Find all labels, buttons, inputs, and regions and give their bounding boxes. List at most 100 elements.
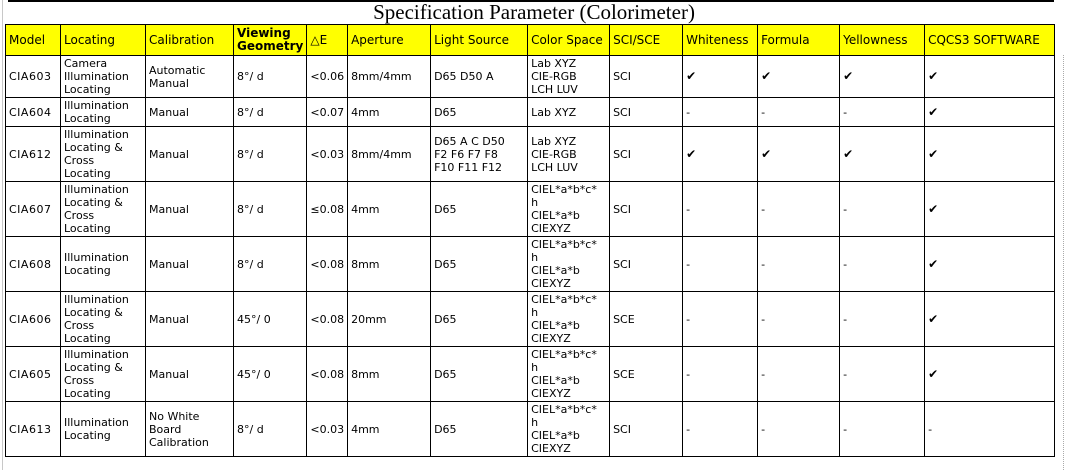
- cell-color_space: CIEL*a*b*c* h CIEL*a*b CIEXYZ: [527, 181, 611, 237]
- cell-light: D65: [430, 401, 529, 457]
- cell-yellowness: -: [839, 236, 926, 292]
- cell-whiteness: -: [682, 97, 759, 127]
- cell-delta_e: <0.03: [306, 126, 349, 182]
- table-row-cia604: CIA604 Illumination Locating Manual 8°/ d <0…: [5, 97, 1056, 127]
- cell-light: D65: [430, 181, 529, 237]
- cell-light: D65: [430, 291, 529, 347]
- cell-formula: -: [757, 401, 841, 457]
- checkmark-icon: ✔: [682, 55, 759, 98]
- cell-light: D65: [430, 236, 529, 292]
- cell-viewing: 45°/ 0: [232, 291, 308, 347]
- cell-locating: Illumination Locating: [60, 236, 146, 292]
- cell-locating: Illumination Locating & Cross Locating: [60, 346, 146, 402]
- cell-whiteness: -: [682, 401, 759, 457]
- cell-viewing: 8°/ d: [232, 236, 308, 292]
- cell-delta_e: <0.08: [306, 346, 349, 402]
- cell-yellowness: -: [839, 291, 926, 347]
- cell-locating: Illumination Locating: [60, 401, 146, 457]
- col-header-model: Model: [5, 24, 61, 56]
- cell-sci_sce: SCI: [609, 401, 684, 457]
- cell-viewing: 8°/ d: [232, 401, 308, 457]
- col-header-aperture: Aperture: [347, 24, 432, 56]
- top-border-line: [8, 0, 1054, 2]
- checkmark-icon: ✔: [757, 126, 841, 182]
- cell-color_space: Lab XYZ CIE-RGB LCH LUV: [527, 126, 611, 182]
- cell-viewing: 8°/ d: [232, 181, 308, 237]
- checkmark-icon: ✔: [924, 291, 1056, 347]
- cell-whiteness: -: [682, 346, 759, 402]
- checkmark-icon: ✔: [924, 181, 1056, 237]
- checkmark-icon: ✔: [924, 97, 1056, 127]
- cell-calibration: Manual: [145, 181, 234, 237]
- cell-light: D65: [430, 346, 529, 402]
- col-header-calibration: Calibration: [145, 24, 234, 56]
- cell-aperture: 4mm: [347, 401, 432, 457]
- right-edge-gridline: [1063, 55, 1064, 470]
- cell-model: CIA613: [5, 401, 61, 457]
- col-header-color_space: Color Space: [527, 24, 611, 56]
- cell-sci_sce: SCI: [609, 236, 684, 292]
- cell-whiteness: -: [682, 291, 759, 347]
- cell-delta_e: ≤0.08: [306, 181, 349, 237]
- checkmark-icon: ✔: [924, 55, 1056, 98]
- table-row-cia605: CIA605 Illumination Locating & Cross Loca…: [5, 346, 1056, 402]
- cell-model: CIA606: [5, 291, 61, 347]
- cell-formula: -: [757, 291, 841, 347]
- checkmark-icon: ✔: [924, 346, 1056, 402]
- cell-viewing: 8°/ d: [232, 55, 308, 98]
- cell-formula: -: [757, 346, 841, 402]
- specification-table: Model Locating Calibration Viewing Geometry…: [5, 24, 1056, 457]
- cell-locating: Camera Illumination Locating: [60, 55, 146, 98]
- cell-delta_e: <0.06: [306, 55, 349, 98]
- cell-yellowness: -: [839, 346, 926, 402]
- cell-color_space: Lab XYZ CIE-RGB LCH LUV: [527, 55, 611, 98]
- cell-aperture: 8mm/4mm: [347, 55, 432, 98]
- cell-model: CIA608: [5, 236, 61, 292]
- cell-formula: -: [757, 236, 841, 292]
- cell-viewing: 8°/ d: [232, 126, 308, 182]
- cell-color_space: CIEL*a*b*c* h CIEL*a*b CIEXYZ: [527, 346, 611, 402]
- cell-aperture: 8mm/4mm: [347, 126, 432, 182]
- table-row-cia613: CIA613 Illumination Locating No White Boar…: [5, 401, 1056, 457]
- cell-sci_sce: SCE: [609, 346, 684, 402]
- cell-sci_sce: SCI: [609, 126, 684, 182]
- table-row-cia606: CIA606 Illumination Locating & Cross Loca…: [5, 291, 1056, 347]
- cell-color_space: CIEL*a*b*c* h CIEL*a*b CIEXYZ: [527, 291, 611, 347]
- checkmark-icon: ✔: [924, 126, 1056, 182]
- cell-calibration: Automatic Manual: [145, 55, 234, 98]
- checkmark-icon: ✔: [924, 236, 1056, 292]
- cell-calibration: Manual: [145, 97, 234, 127]
- cell-delta_e: <0.03: [306, 401, 349, 457]
- cell-delta_e: <0.08: [306, 291, 349, 347]
- cell-calibration: Manual: [145, 346, 234, 402]
- cell-model: CIA604: [5, 97, 61, 127]
- cell-sci_sce: SCE: [609, 291, 684, 347]
- cell-model: CIA612: [5, 126, 61, 182]
- cell-formula: -: [757, 97, 841, 127]
- cell-locating: Illumination Locating & Cross Locating: [60, 291, 146, 347]
- cell-model: CIA607: [5, 181, 61, 237]
- table-row-cia608: CIA608 Illumination Locating Manual 8°/ d <0…: [5, 236, 1056, 292]
- table-row-cia603: CIA603 Camera Illumination Locating Automa…: [5, 55, 1056, 98]
- cell-light: D65 D50 A: [430, 55, 529, 98]
- cell-yellowness: -: [839, 97, 926, 127]
- cell-yellowness: -: [839, 401, 926, 457]
- cell-viewing: 8°/ d: [232, 97, 308, 127]
- header-row: Model Locating Calibration Viewing Geometry…: [5, 24, 1056, 56]
- cell-whiteness: -: [682, 236, 759, 292]
- cell-viewing: 45°/ 0: [232, 346, 308, 402]
- cell-sci_sce: SCI: [609, 97, 684, 127]
- cell-color_space: Lab XYZ: [527, 97, 611, 127]
- table-row-cia607: CIA607 Illumination Locating & Cross Loca…: [5, 181, 1056, 237]
- cell-model: CIA603: [5, 55, 61, 98]
- col-header-cqcs3: CQCS3 SOFTWARE: [924, 24, 1056, 56]
- col-header-locating: Locating: [60, 24, 146, 56]
- cell-aperture: 4mm: [347, 181, 432, 237]
- cell-aperture: 4mm: [347, 97, 432, 127]
- cell-delta_e: <0.07: [306, 97, 349, 127]
- col-header-whiteness: Whiteness: [682, 24, 759, 56]
- cell-calibration: Manual: [145, 126, 234, 182]
- col-header-viewing: Viewing Geometry: [232, 24, 308, 56]
- page-title: Specification Parameter (Colorimeter): [373, 0, 695, 24]
- cell-delta_e: <0.08: [306, 236, 349, 292]
